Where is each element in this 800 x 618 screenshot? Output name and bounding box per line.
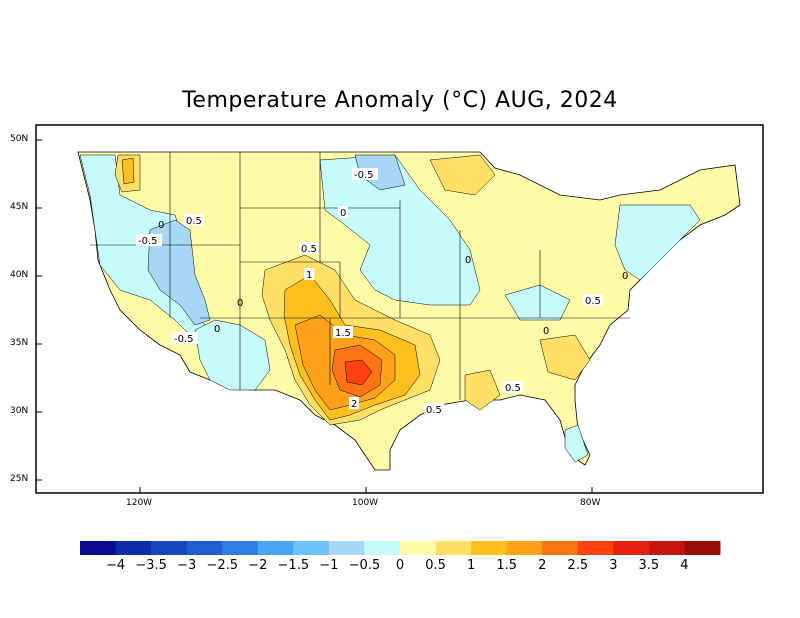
warm-region-montana-core: [121, 157, 135, 185]
colorbar-swatch: [328, 541, 365, 555]
colorbar-swatch: [471, 541, 508, 555]
colorbar-tick-label: −3: [177, 558, 197, 573]
colorbar-tick-label: −2: [248, 558, 268, 573]
contour-label: 0: [214, 324, 220, 335]
colorbar-swatch: [400, 541, 437, 555]
contour-label: 1.5: [335, 328, 351, 339]
contour-label: 0: [543, 326, 549, 337]
cool-region-southwest: [194, 319, 271, 391]
cool-region-west: [147, 219, 211, 326]
colorbar-tick-label: −1.5: [277, 558, 310, 573]
lat-label: 30N: [10, 406, 29, 416]
colorbar-tick-label: −1: [319, 558, 339, 573]
contour-label: 0.5: [186, 216, 202, 227]
colorbar-tick-label: 2.5: [567, 558, 589, 573]
colorbar-swatch: [151, 541, 188, 555]
colorbar-swatch: [293, 541, 330, 555]
colorbar-tick-label: 1: [466, 558, 476, 573]
lon-label: 100W: [352, 498, 379, 508]
colorbar-swatch: [684, 541, 721, 555]
warm-region-greatlakes: [429, 154, 496, 196]
contour-label: -0.5: [138, 236, 158, 247]
colorbar-tick-label: −4: [105, 558, 126, 573]
colorbar: [80, 541, 721, 555]
us-landmass: [77, 151, 741, 471]
colorbar-swatch: [577, 541, 614, 555]
warm-region-gulf: [464, 369, 501, 411]
colorbar-swatch: [186, 541, 223, 555]
cool-region-florida: [564, 424, 589, 463]
contour-label: 0: [237, 298, 243, 309]
colorbar-tick-label: −0.5: [348, 558, 381, 573]
lon-label: 120W: [126, 498, 153, 508]
contour-label: 0: [340, 208, 346, 219]
colorbar-tick-label: −2.5: [206, 558, 239, 573]
colorbar-swatch: [222, 541, 259, 555]
map-title: Temperature Anomaly (°C) AUG, 2024: [182, 88, 618, 113]
colorbar-swatch: [506, 541, 543, 555]
contour-label: 0.5: [585, 296, 601, 307]
contour-label: 1: [306, 270, 312, 281]
contour-label: -0.5: [174, 334, 194, 345]
lat-label: 50N: [10, 134, 29, 144]
lon-ticks: [139, 487, 593, 493]
contour-label: -0.5: [354, 170, 374, 181]
contour-label: 0.5: [505, 383, 521, 394]
contour-label: 2: [351, 399, 357, 410]
cool-region-northeast: [614, 204, 701, 281]
colorbar-swatch: [80, 541, 117, 555]
colorbar-tick-label: 4: [680, 558, 689, 573]
contour-label: 0: [158, 220, 164, 231]
contour-label: 0: [465, 255, 471, 266]
warm-region-texas-3: [344, 359, 373, 386]
colorbar-tick-label: 3: [609, 558, 618, 573]
state-borders: [90, 152, 630, 400]
colorbar-swatch: [613, 541, 650, 555]
lat-ticks: [36, 139, 42, 481]
colorbar-swatch: [257, 541, 294, 555]
colorbar-swatch: [542, 541, 579, 555]
lat-label: 25N: [10, 474, 29, 484]
colorbar-swatch: [364, 541, 401, 555]
colorbar-tick-label: 1.5: [496, 558, 517, 573]
colorbar-tick-label: 2: [538, 558, 547, 573]
contour-label: 0.5: [426, 405, 442, 416]
lat-label: 40N: [10, 270, 29, 280]
lon-label: 80W: [580, 498, 601, 508]
colorbar-tick-label: 3.5: [638, 558, 660, 573]
contour-label-group: -0.5 0 0.5 1 1.5 2 -0.5 0 0.5 -0.5 0 0 0…: [136, 168, 628, 416]
cool-region-ohio: [504, 284, 571, 321]
contour-label: 0.5: [301, 244, 317, 255]
colorbar-swatch: [115, 541, 152, 555]
colorbar-swatch: [648, 541, 685, 555]
colorbar-tick-label: 0.5: [425, 558, 446, 573]
lat-label: 45N: [10, 202, 29, 212]
colorbar-tick-label: 0: [395, 558, 405, 573]
colorbar-tick-label: −3.5: [135, 558, 167, 573]
colorbar-swatch: [435, 541, 472, 555]
contour-label: 0: [622, 271, 628, 282]
lat-label: 35N: [10, 338, 29, 348]
warm-region-southeast: [539, 334, 591, 381]
